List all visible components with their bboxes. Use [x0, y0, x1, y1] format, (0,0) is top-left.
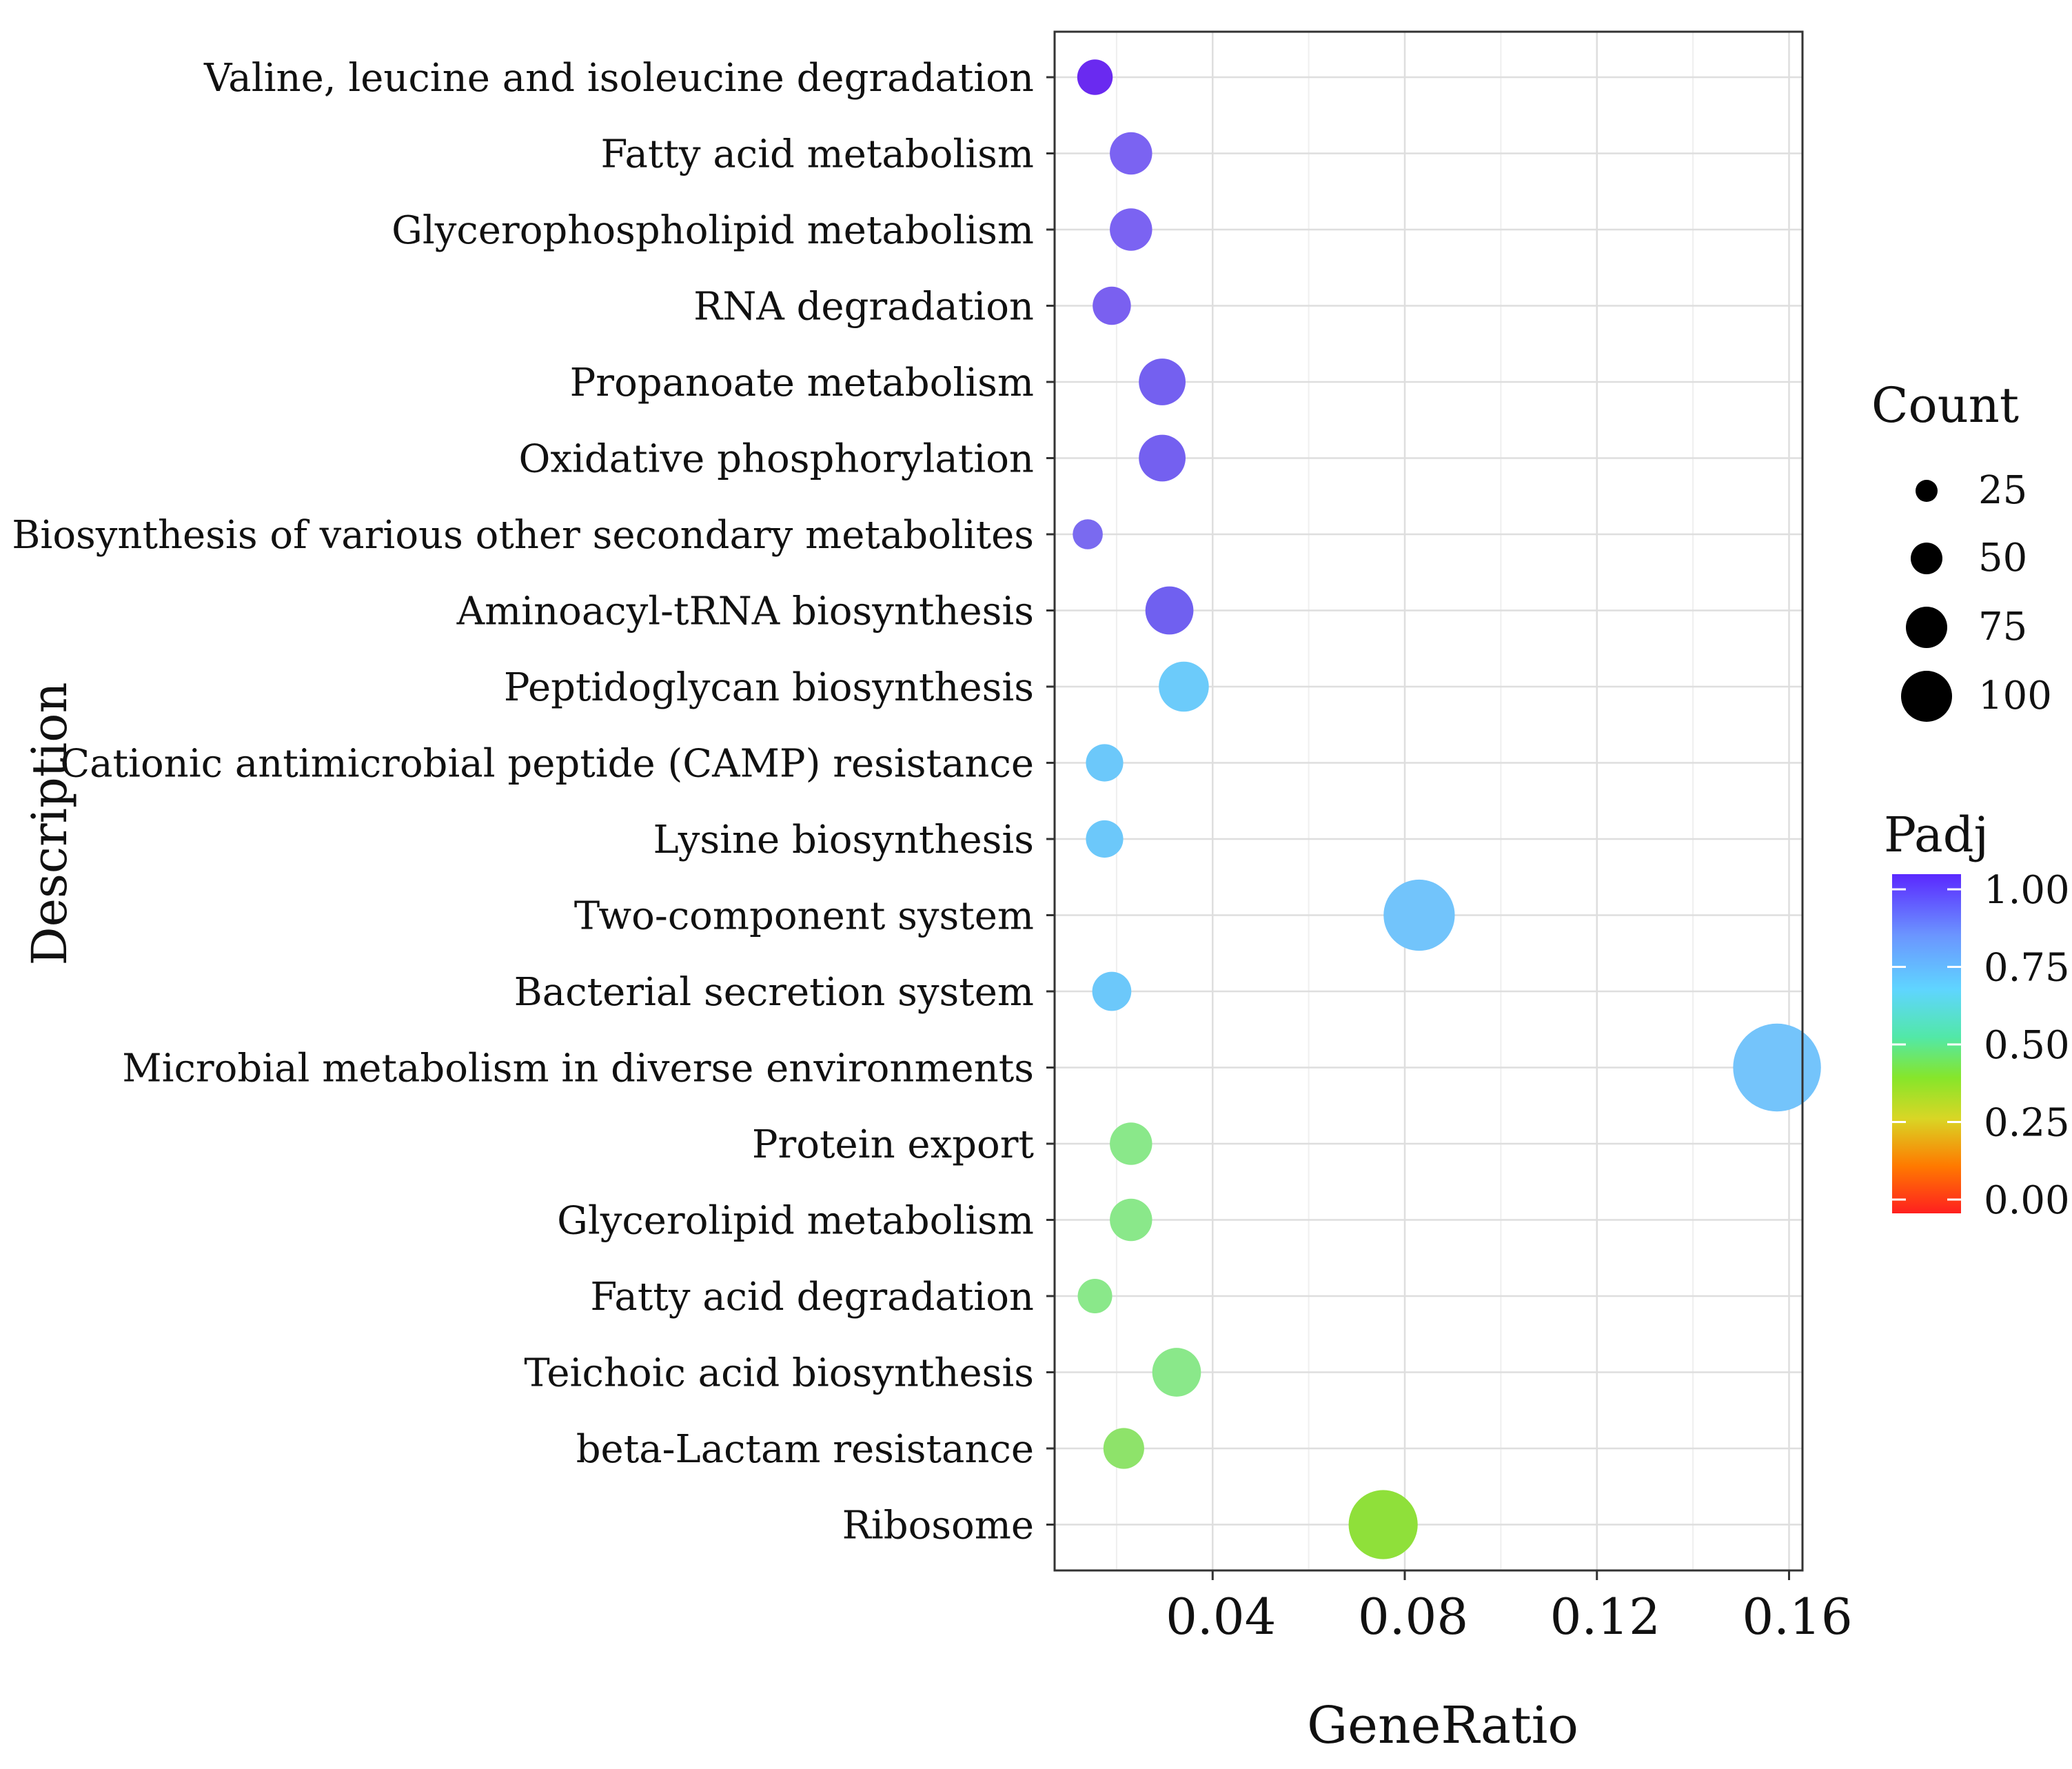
count-legend-label-2: 75 — [1978, 605, 2027, 649]
y-axis-title: Description — [21, 682, 78, 965]
point-13 — [1733, 1023, 1821, 1112]
y-axis: Valine, leucine and isoleucine degradati… — [12, 56, 1055, 1548]
point-17 — [1152, 1348, 1201, 1397]
x-axis: 0.04 0.08 0.12 0.16 — [1166, 1570, 1853, 1646]
y-tick-label: RNA degradation — [693, 285, 1034, 330]
data-points — [1073, 59, 1821, 1559]
count-legend-key-0 — [1916, 480, 1938, 502]
y-tick-label: Cationic antimicrobial peptide (CAMP) re… — [60, 742, 1034, 787]
point-14 — [1110, 1122, 1152, 1165]
count-legend-key-2 — [1906, 607, 1947, 648]
point-16 — [1077, 1278, 1113, 1314]
y-tick-label: Valine, leucine and isoleucine degradati… — [203, 56, 1034, 101]
point-0 — [1077, 59, 1113, 95]
y-tick-label: Fatty acid metabolism — [600, 132, 1034, 177]
y-tick-label: Propanoate metabolism — [570, 361, 1034, 405]
x-tick-label: 0.08 — [1358, 1588, 1468, 1646]
padj-tick-label: 0.00 — [1984, 1178, 2070, 1223]
grid-lines — [1055, 32, 1802, 1570]
x-axis-title: GeneRatio — [1307, 1696, 1578, 1755]
padj-tick-label: 0.50 — [1984, 1023, 2070, 1068]
count-legend-label-0: 25 — [1978, 468, 2027, 513]
point-4 — [1139, 358, 1186, 405]
plot-panel — [1053, 30, 1821, 1572]
padj-tick-label: 1.00 — [1984, 868, 2070, 913]
y-tick-label: Teichoic acid biosynthesis — [524, 1351, 1034, 1396]
point-19 — [1348, 1490, 1418, 1559]
y-tick-label: Microbial metabolism in diverse environm… — [122, 1047, 1034, 1091]
point-5 — [1139, 434, 1186, 482]
panel-border — [1053, 30, 1804, 1572]
point-8 — [1159, 661, 1209, 712]
point-7 — [1145, 586, 1194, 635]
y-tick-label: beta-Lactam resistance — [576, 1427, 1034, 1472]
y-tick-label: Biosynthesis of various other secondary … — [12, 513, 1034, 558]
point-10 — [1086, 820, 1124, 858]
point-1 — [1110, 132, 1152, 175]
padj-tick-label: 0.75 — [1984, 946, 2070, 991]
count-legend: Count 25 50 75 100 — [1871, 377, 2052, 722]
y-tick-label: Two-component system — [574, 894, 1034, 939]
count-legend-title: Count — [1871, 377, 2019, 434]
y-tick-label: Ribosome — [842, 1504, 1034, 1548]
y-tick-label: Aminoacyl-tRNA biosynthesis — [456, 589, 1034, 634]
point-11 — [1383, 879, 1455, 951]
count-legend-label-3: 100 — [1978, 674, 2052, 718]
point-18 — [1103, 1428, 1144, 1469]
y-tick-label: Peptidoglycan biosynthesis — [504, 665, 1034, 710]
count-legend-label-1: 50 — [1978, 536, 2027, 580]
y-tick-label: Glycerolipid metabolism — [557, 1199, 1034, 1244]
count-legend-key-1 — [1911, 543, 1942, 574]
x-tick-label: 0.04 — [1166, 1588, 1276, 1646]
y-tick-label: Oxidative phosphorylation — [518, 437, 1034, 482]
padj-legend-title: Padj — [1884, 807, 1989, 863]
padj-legend: Padj 1.00 0.75 0.50 0.25 0.00 — [1884, 807, 2070, 1223]
padj-tick-label: 0.25 — [1984, 1101, 2070, 1146]
point-3 — [1093, 286, 1131, 325]
point-6 — [1073, 519, 1103, 549]
y-tick-label: Lysine biosynthesis — [653, 818, 1034, 862]
point-12 — [1092, 971, 1132, 1011]
point-2 — [1110, 208, 1152, 251]
x-tick-label: 0.12 — [1550, 1588, 1660, 1646]
y-tick-label: Bacterial secretion system — [514, 970, 1034, 1015]
y-tick-label: Glycerophospholipid metabolism — [392, 208, 1034, 253]
point-15 — [1110, 1198, 1152, 1242]
y-tick-label: Protein export — [752, 1122, 1035, 1167]
panel-background — [1055, 32, 1802, 1570]
x-tick-label: 0.16 — [1742, 1588, 1852, 1646]
y-tick-label: Fatty acid degradation — [590, 1275, 1034, 1320]
point-9 — [1086, 744, 1124, 782]
count-legend-key-3 — [1901, 671, 1952, 722]
